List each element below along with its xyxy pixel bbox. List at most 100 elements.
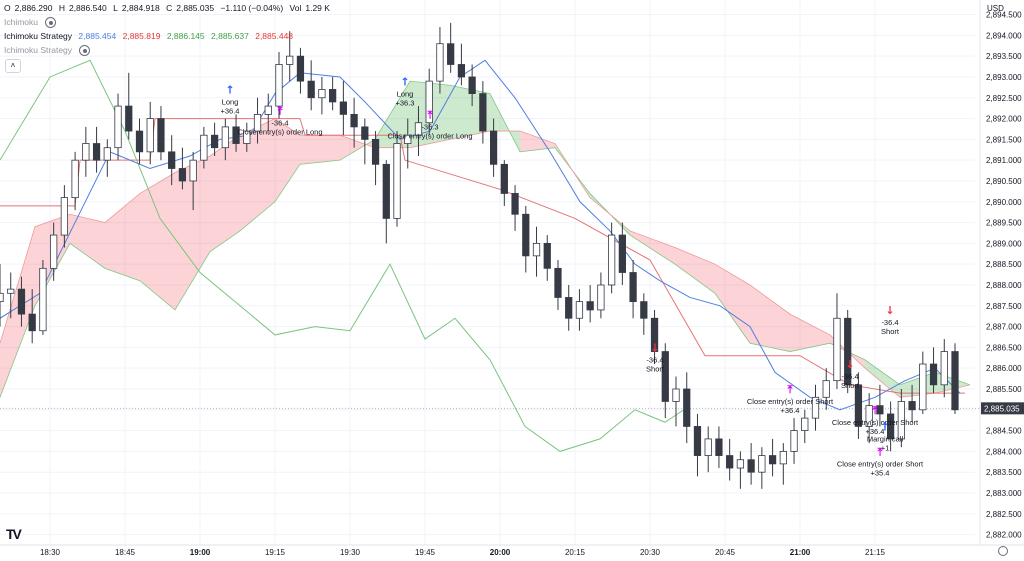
candle-body[interactable] <box>768 455 777 465</box>
candle-body[interactable] <box>908 401 916 411</box>
candle-body[interactable] <box>253 114 262 132</box>
time-axis[interactable]: 18:30 18:45 19:00 19:15 19:30 19:45 20:00 20:15… <box>0 544 1024 557</box>
candle-body[interactable] <box>318 89 326 99</box>
chevron-up-icon[interactable]: ˄ <box>5 59 21 73</box>
candle-body[interactable] <box>28 313 36 332</box>
candle-body[interactable] <box>232 126 240 144</box>
candle-body[interactable] <box>329 89 337 103</box>
candle-body[interactable] <box>200 134 208 161</box>
candle-body[interactable] <box>940 351 948 386</box>
candle-body[interactable] <box>736 459 745 469</box>
candle-body[interactable] <box>489 130 498 165</box>
price-axis[interactable]: 2,894.500 2,894.000 2,893.500 2,893.000 2,89… <box>979 0 1024 561</box>
candle-body[interactable] <box>629 272 637 303</box>
candle-body[interactable] <box>339 101 347 115</box>
candle-body[interactable] <box>275 64 283 107</box>
candle-body[interactable] <box>747 459 755 473</box>
candle-body[interactable] <box>779 450 787 465</box>
candle-body[interactable] <box>854 384 863 427</box>
candle-body[interactable] <box>414 122 423 136</box>
candle-body[interactable] <box>876 405 884 415</box>
candle-body[interactable] <box>886 413 895 440</box>
candle-body[interactable] <box>650 317 659 352</box>
candle-body[interactable] <box>457 64 466 78</box>
candle-body[interactable] <box>50 234 58 269</box>
candle-body[interactable] <box>715 438 723 456</box>
candle-body[interactable] <box>264 105 272 115</box>
candle-body[interactable] <box>565 297 573 319</box>
candle-body[interactable] <box>361 126 369 140</box>
indicator-ichimoku[interactable]: Ichimoku <box>4 17 60 29</box>
candle-body[interactable] <box>833 317 841 382</box>
gear-icon[interactable] <box>998 546 1008 556</box>
candle-body[interactable] <box>243 130 251 144</box>
candle-body[interactable] <box>801 417 809 431</box>
indicator-strategy-2[interactable]: Ichimoku Strategy <box>4 45 94 57</box>
candle-body[interactable] <box>71 159 79 199</box>
candle-body[interactable] <box>447 43 455 65</box>
candle-body[interactable] <box>597 284 605 311</box>
candle-body[interactable] <box>146 118 154 153</box>
candle-body[interactable] <box>929 363 938 386</box>
candle-body[interactable] <box>157 118 165 153</box>
candle-body[interactable] <box>103 147 111 161</box>
tradingview-logo[interactable]: TV <box>6 526 22 542</box>
candle-body[interactable] <box>790 430 798 452</box>
candle-body[interactable] <box>135 130 144 153</box>
candle-body[interactable] <box>897 401 905 440</box>
candle-body[interactable] <box>479 93 487 132</box>
candle-body[interactable] <box>704 438 712 456</box>
candle-body[interactable] <box>726 455 734 469</box>
candle-body[interactable] <box>382 163 390 219</box>
candle-body[interactable] <box>511 193 519 215</box>
candle-body[interactable] <box>393 143 401 219</box>
eye-icon[interactable] <box>79 45 91 57</box>
candle-body[interactable] <box>189 159 197 182</box>
candle-body[interactable] <box>951 351 959 411</box>
candle-body[interactable] <box>661 351 669 402</box>
candle-body[interactable] <box>811 396 820 419</box>
candle-body[interactable] <box>586 301 594 311</box>
candle-body[interactable] <box>17 288 26 315</box>
candle-body[interactable] <box>683 388 691 427</box>
candle-body[interactable] <box>693 426 702 456</box>
candle-body[interactable] <box>82 143 90 161</box>
candle-body[interactable] <box>371 138 380 165</box>
candle-body[interactable] <box>114 105 122 149</box>
candle-body[interactable] <box>296 55 305 82</box>
candle-body[interactable] <box>554 267 562 298</box>
candle-body[interactable] <box>919 363 927 411</box>
candle-body[interactable] <box>168 151 176 169</box>
candle-body[interactable] <box>0 292 4 303</box>
candle-body[interactable] <box>543 242 551 269</box>
candle-body[interactable] <box>125 105 133 132</box>
candle-body[interactable] <box>286 55 294 65</box>
candle-body[interactable] <box>865 405 873 427</box>
candle-body[interactable] <box>618 234 626 273</box>
candle-body[interactable] <box>221 126 229 149</box>
candle-body[interactable] <box>844 317 852 386</box>
candle-body[interactable] <box>436 43 444 82</box>
candle-body[interactable] <box>210 134 219 149</box>
candle-body[interactable] <box>404 134 412 144</box>
candle-body[interactable] <box>608 234 616 286</box>
candle-body[interactable] <box>500 163 508 194</box>
candle-body[interactable] <box>39 267 47 332</box>
candle-body[interactable] <box>575 301 584 319</box>
candle-body[interactable] <box>522 213 530 257</box>
candle-body[interactable] <box>178 168 187 182</box>
candles[interactable] <box>0 22 959 489</box>
candle-body[interactable] <box>822 380 830 398</box>
candle-body[interactable] <box>92 143 101 161</box>
eye-icon[interactable] <box>45 17 57 29</box>
candle-body[interactable] <box>60 197 69 236</box>
candle-body[interactable] <box>468 76 476 95</box>
candle-body[interactable] <box>672 388 680 402</box>
candle-body[interactable] <box>7 288 15 294</box>
candle-body[interactable] <box>532 242 541 257</box>
candle-body[interactable] <box>350 114 358 128</box>
candle-body[interactable] <box>758 455 766 473</box>
candle-body[interactable] <box>425 80 433 124</box>
candle-body[interactable] <box>307 80 315 99</box>
